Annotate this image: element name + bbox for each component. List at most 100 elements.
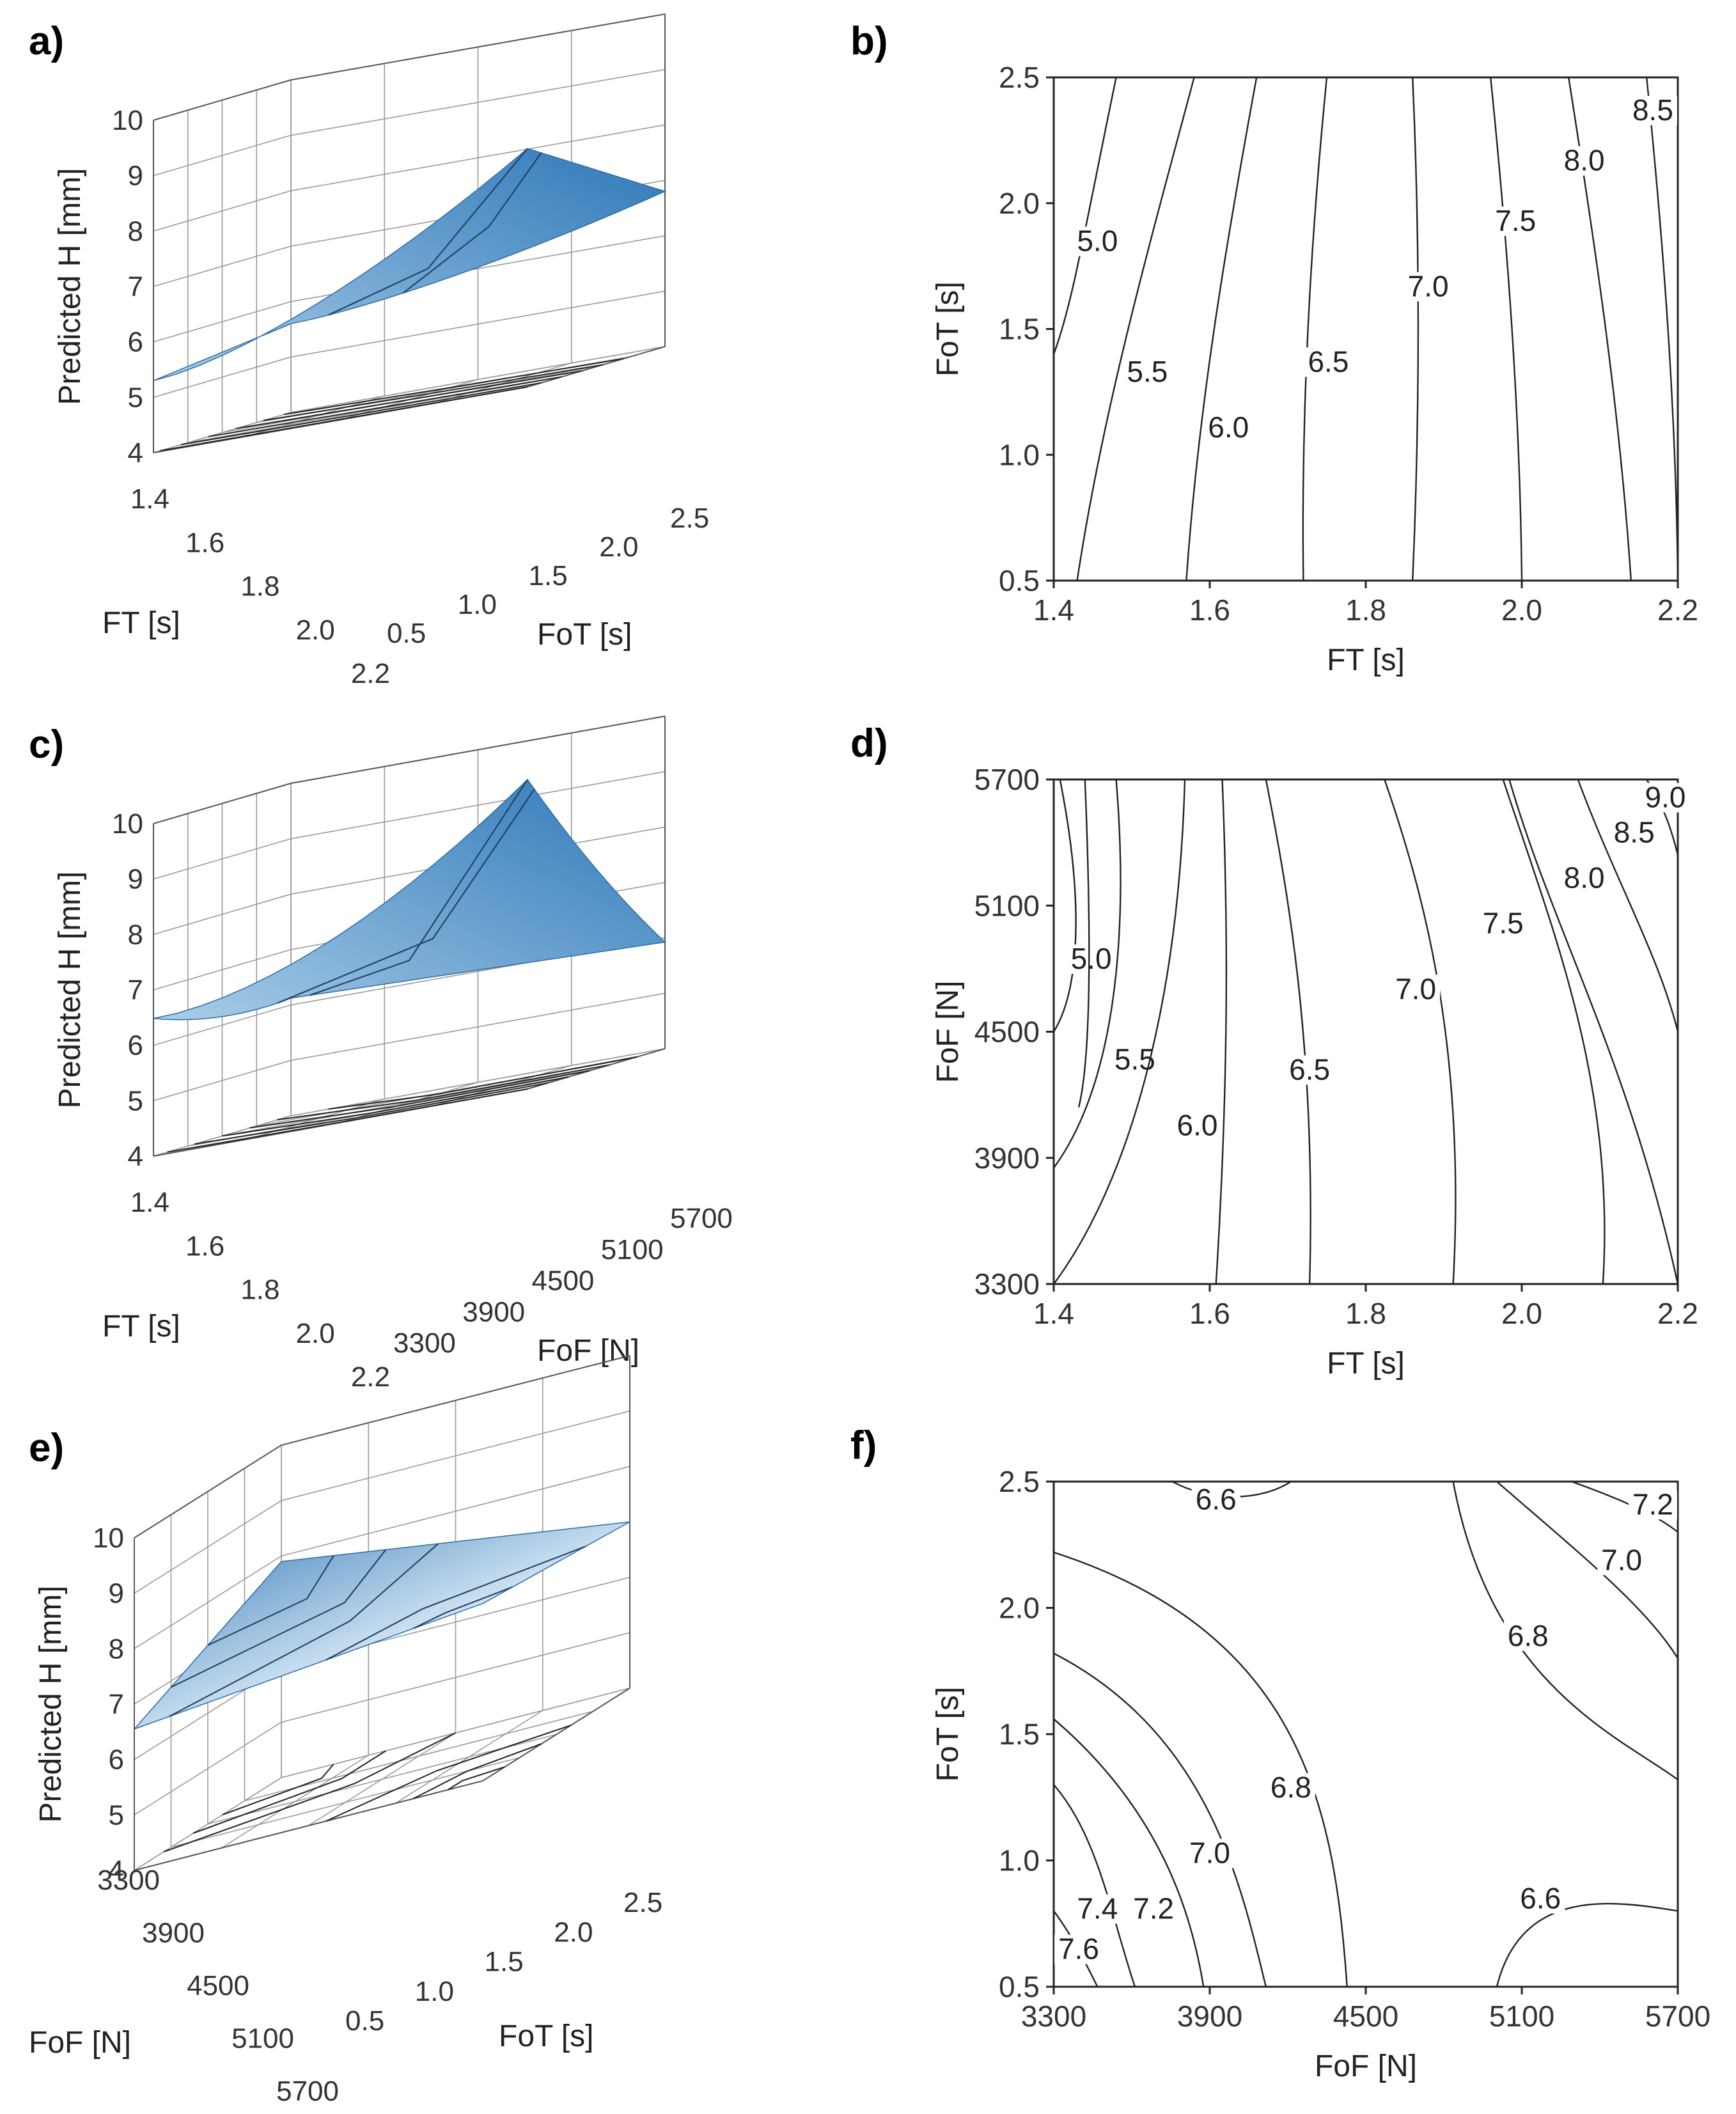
contour-line (1265, 779, 1311, 1285)
x-tick-label: 5700 (276, 2076, 339, 2107)
y-tick-label: 3300 (974, 1267, 1040, 1301)
contour-label-bg (1609, 818, 1659, 848)
box-top-edge (153, 716, 666, 824)
contour-label: 5.5 (1127, 355, 1168, 388)
y-tick-label: 3900 (462, 1296, 525, 1327)
y-tick-label: 2.0 (599, 531, 638, 563)
y-tick-label: 2.0 (999, 1592, 1040, 1625)
floor-contour (263, 364, 604, 421)
floor-gridline (134, 1777, 282, 1871)
contour-label-bg (1597, 1546, 1646, 1576)
x-tick-label: 2.2 (1657, 1297, 1698, 1330)
contour-label: 6.8 (1508, 1619, 1549, 1652)
surface-contour (325, 1546, 586, 1661)
contour-label: 6.8 (1271, 1771, 1311, 1804)
contour-label: 8.0 (1564, 861, 1605, 895)
contour-label: 7.2 (1133, 1891, 1174, 1925)
floor-contour (194, 1082, 549, 1145)
contour-line (1646, 77, 1679, 581)
y-tick-label: 2.5 (670, 503, 709, 534)
contour-label: 6.6 (1196, 1483, 1237, 1516)
contour-label: 8.5 (1632, 93, 1673, 127)
y-tick-label: 1.5 (999, 313, 1040, 346)
z-tick-label: 8 (128, 919, 143, 950)
y-tick-label: 0.5 (387, 618, 426, 649)
floor-gridline (434, 362, 572, 404)
z-tick-label: 4 (128, 437, 143, 469)
y-tick-label: 2.0 (554, 1916, 593, 1948)
contour-line (1053, 779, 1122, 1169)
x-tick-label: 2.0 (1501, 593, 1542, 627)
contour-label-bg (1067, 944, 1116, 974)
floor-contour (163, 1732, 456, 1852)
contour-line (1077, 779, 1090, 1108)
x-tick-label: 1.8 (240, 1274, 279, 1306)
x-axis-title: FT [s] (102, 1310, 180, 1343)
y-tick-label: 5700 (670, 1203, 733, 1234)
panel-label: d) (850, 721, 888, 765)
contour-label-bg (1073, 226, 1122, 256)
z-tick-label: 10 (112, 808, 143, 840)
contour-label-bg (1123, 357, 1172, 388)
y-tick-label: 1.5 (485, 1946, 524, 1978)
x-tick-label: 2.0 (296, 1318, 335, 1349)
contour-line (1185, 77, 1258, 581)
x-tick-label: 1.4 (1033, 1297, 1074, 1330)
surface-contour (207, 1555, 334, 1646)
y-axis-title: FoF [N] (537, 1334, 639, 1368)
z-tick-label: 9 (109, 1578, 124, 1609)
contour-label: 9.0 (1645, 780, 1686, 813)
box-top-edge (153, 13, 666, 121)
y-axis-title: FoT [s] (499, 2019, 593, 2053)
surface-contour (328, 148, 528, 316)
box-floor-edge (134, 1687, 630, 1871)
contour-label-bg (1054, 1934, 1104, 1964)
x-tick-label: 5100 (1489, 2000, 1554, 2033)
y-axis-title: FoT [s] (931, 281, 965, 376)
contour-line (1053, 1652, 1267, 1987)
contour-line (1076, 77, 1195, 581)
y-tick-label: 1.0 (999, 438, 1040, 471)
contour-line (1384, 779, 1457, 1285)
x-tick-label: 2.2 (351, 1361, 390, 1393)
x-axis-title: FoF [N] (1315, 2049, 1417, 2083)
panel-label: a) (29, 19, 64, 63)
contour-label-bg (1110, 1045, 1159, 1075)
panel-label: e) (29, 1426, 64, 1470)
contour-line (1490, 77, 1523, 581)
floor-gridline (247, 1098, 385, 1140)
contour-label: 7.0 (1395, 972, 1436, 1005)
y-tick-label: 0.5 (345, 2005, 384, 2037)
z-axis-title: Predicted H [mm] (53, 872, 87, 1109)
contour-label-bg (1503, 1621, 1552, 1651)
contour-label-bg (1266, 1773, 1315, 1803)
floor-gridline (340, 1081, 478, 1124)
z-tick-label: 9 (128, 864, 143, 895)
surface-contour (171, 1549, 387, 1688)
contour-line (1215, 779, 1228, 1285)
floor-contour (167, 1088, 528, 1153)
x-tick-label: 3900 (142, 1918, 205, 1949)
box-top-edge (134, 1355, 630, 1539)
floor-contour (160, 386, 528, 451)
x-tick-label: 1.4 (130, 483, 169, 515)
contour-label: 8.5 (1614, 816, 1655, 849)
contour-label: 7.0 (1601, 1543, 1642, 1576)
z-tick-label: 4 (109, 1855, 124, 1886)
z-gridline (153, 13, 666, 121)
contour-label: 8.0 (1564, 144, 1605, 177)
y-tick-label: 3300 (393, 1327, 456, 1359)
z-tick-label: 9 (128, 161, 143, 192)
contour-label: 5.5 (1114, 1043, 1155, 1076)
z-tick-label: 5 (128, 1085, 143, 1116)
z-gridline (153, 68, 666, 176)
y-tick-label: 0.5 (999, 1970, 1040, 2003)
y-tick-label: 1.0 (415, 1976, 454, 2007)
contour-line (1053, 1784, 1136, 1987)
floor-gridline (221, 1755, 369, 1849)
contour-label-bg (1073, 1894, 1122, 1924)
contour-line (1302, 77, 1328, 581)
contour-label: 6.0 (1177, 1108, 1218, 1141)
floor-gridline (395, 1710, 543, 1804)
x-tick-label: 1.4 (1033, 593, 1074, 627)
